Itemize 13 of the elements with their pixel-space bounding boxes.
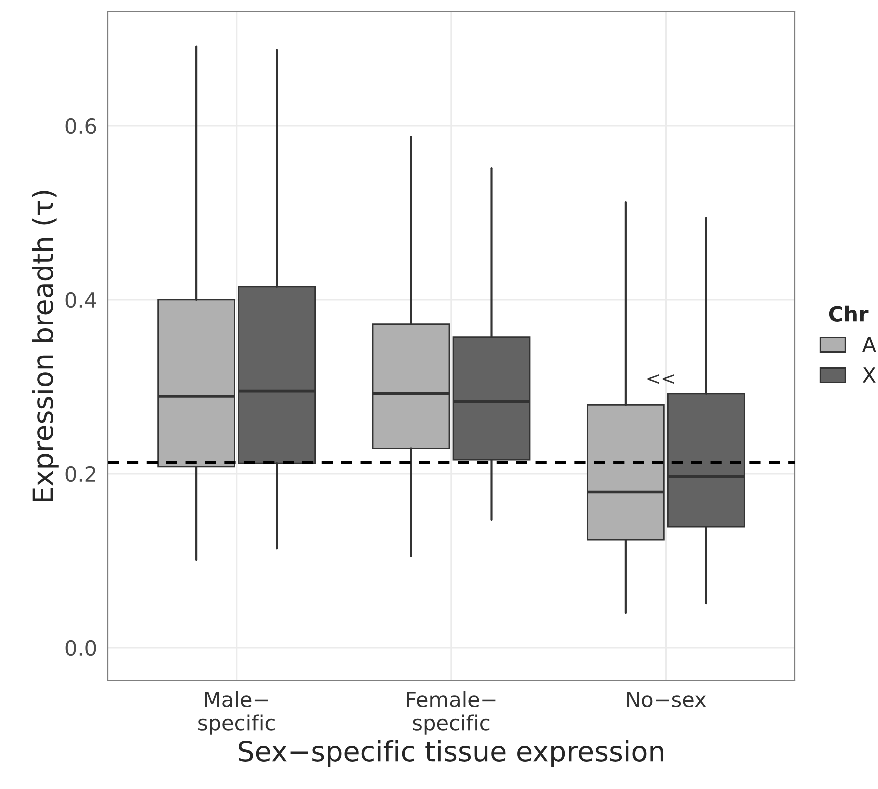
- y-tick-label: 0.6: [66, 118, 96, 134]
- x-tick-label: Male− specific: [198, 691, 275, 735]
- x-tick-label: No−sex: [628, 692, 706, 708]
- legend-label: X: [862, 368, 876, 383]
- legend-label: A: [862, 337, 876, 352]
- x-tick-label: Female− specific: [407, 691, 496, 735]
- y-tick-label: 0.2: [66, 466, 96, 482]
- y-tick-label: 0.4: [66, 292, 96, 308]
- legend-title: Chr: [829, 306, 869, 322]
- y-tick-label: 0.0: [66, 640, 96, 656]
- y-axis-title: Expression breadth (τ): [32, 191, 59, 502]
- annotation: <<: [648, 374, 674, 384]
- x-axis-title: Sex−specific tissue expression: [239, 740, 664, 768]
